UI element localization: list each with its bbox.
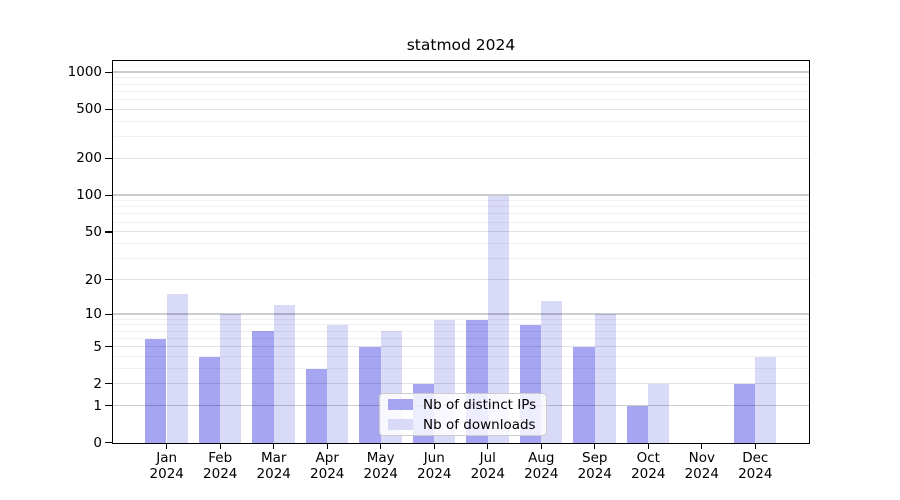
x-tick-label: Feb 2024 xyxy=(203,450,238,482)
x-tick-mark xyxy=(219,444,221,450)
x-tick-label: Aug 2024 xyxy=(524,450,559,482)
x-tick-label: Dec 2024 xyxy=(738,450,773,482)
y-tick-label: 100 xyxy=(76,187,102,204)
bar-distinct-ips xyxy=(252,331,274,443)
y-tick-mark xyxy=(105,278,112,281)
legend-item-downloads: Nb of downloads xyxy=(388,415,546,434)
gridline xyxy=(113,194,809,196)
bar-downloads xyxy=(273,305,295,443)
x-tick-label: Oct 2024 xyxy=(631,450,666,482)
x-tick-label: Mar 2024 xyxy=(256,450,291,482)
bar-downloads xyxy=(755,356,777,443)
legend-swatch-distinct-ips-icon xyxy=(388,399,413,410)
y-tick-label: 10 xyxy=(84,306,102,323)
y-tick-label: 5 xyxy=(93,338,102,355)
x-tick-label: Jul 2024 xyxy=(470,450,505,482)
x-tick-mark xyxy=(754,444,756,450)
bar-downloads xyxy=(220,314,242,443)
bar-downloads xyxy=(648,384,670,443)
gridline xyxy=(113,278,809,280)
x-tick-mark xyxy=(166,444,168,450)
gridline xyxy=(113,257,809,259)
gridline xyxy=(113,242,809,244)
bar-distinct-ips xyxy=(359,346,381,443)
x-tick-mark xyxy=(487,444,489,450)
y-tick-label: 2 xyxy=(93,375,102,392)
y-tick-label: 20 xyxy=(84,271,102,288)
bar-distinct-ips xyxy=(573,346,595,443)
legend: Nb of distinct IPs Nb of downloads xyxy=(379,393,547,436)
gridline xyxy=(113,324,809,326)
x-tick-mark xyxy=(647,444,649,450)
y-tick-label: 0 xyxy=(93,434,102,451)
gridline xyxy=(113,90,809,92)
chart-title: statmod 2024 xyxy=(406,36,516,54)
gridline xyxy=(113,108,809,110)
gridline xyxy=(113,200,809,202)
y-tick-label: 500 xyxy=(76,101,102,118)
y-tick-mark xyxy=(105,194,112,196)
gridline xyxy=(113,213,809,215)
legend-label-distinct-ips: Nb of distinct IPs xyxy=(423,396,537,413)
gridline xyxy=(113,346,809,347)
y-tick-mark xyxy=(105,442,112,444)
y-tick-mark xyxy=(105,313,112,315)
legend-swatch-downloads-icon xyxy=(388,419,413,430)
x-tick-mark xyxy=(540,444,542,450)
x-tick-mark xyxy=(594,444,596,450)
gridline xyxy=(113,120,809,122)
legend-label-downloads: Nb of downloads xyxy=(423,416,536,433)
gridline xyxy=(113,337,809,339)
gridline xyxy=(113,313,809,315)
bar-distinct-ips xyxy=(733,384,756,443)
y-tick-mark xyxy=(105,346,112,348)
gridline xyxy=(113,221,809,223)
gridline xyxy=(113,355,809,357)
x-tick-mark xyxy=(433,444,435,450)
x-tick-mark xyxy=(273,444,275,450)
gridline xyxy=(113,206,809,208)
bar-downloads xyxy=(594,314,616,443)
gridline xyxy=(113,71,809,73)
y-tick-label: 200 xyxy=(76,150,102,167)
y-tick-mark xyxy=(105,71,112,73)
x-tick-label: Apr 2024 xyxy=(310,450,345,482)
x-tick-label: Jan 2024 xyxy=(149,450,184,482)
gridline xyxy=(113,98,809,100)
bar-distinct-ips xyxy=(305,368,328,443)
y-tick-mark xyxy=(105,383,112,385)
bar-distinct-ips xyxy=(626,405,649,443)
x-tick-mark xyxy=(701,444,703,450)
bar-downloads xyxy=(327,325,349,443)
x-tick-label: Nov 2024 xyxy=(684,450,719,482)
y-tick-mark xyxy=(105,231,112,233)
gridline xyxy=(113,77,809,79)
gridline xyxy=(113,330,809,332)
gridline xyxy=(113,383,809,385)
bar-downloads xyxy=(487,195,509,443)
y-tick-label: 50 xyxy=(84,223,102,240)
plot-area xyxy=(112,60,810,444)
gridline xyxy=(113,231,809,233)
gridline xyxy=(113,367,809,369)
gridline xyxy=(113,318,809,320)
x-tick-mark xyxy=(380,444,382,450)
x-tick-label: May 2024 xyxy=(363,450,398,482)
x-tick-label: Sep 2024 xyxy=(577,450,612,482)
y-tick-label: 1 xyxy=(93,397,102,414)
y-tick-mark xyxy=(105,405,112,407)
x-tick-label: Jun 2024 xyxy=(417,450,452,482)
y-tick-mark xyxy=(105,108,112,110)
y-tick-mark xyxy=(105,157,112,159)
legend-item-distinct-ips: Nb of distinct IPs xyxy=(388,395,546,414)
gridline xyxy=(113,157,809,159)
bar-distinct-ips xyxy=(198,356,220,443)
gridline xyxy=(113,136,809,138)
bar-distinct-ips xyxy=(145,338,167,443)
y-tick-label: 1000 xyxy=(67,64,102,81)
bar-downloads xyxy=(166,294,188,443)
gridline xyxy=(113,83,809,85)
x-tick-mark xyxy=(326,444,328,450)
